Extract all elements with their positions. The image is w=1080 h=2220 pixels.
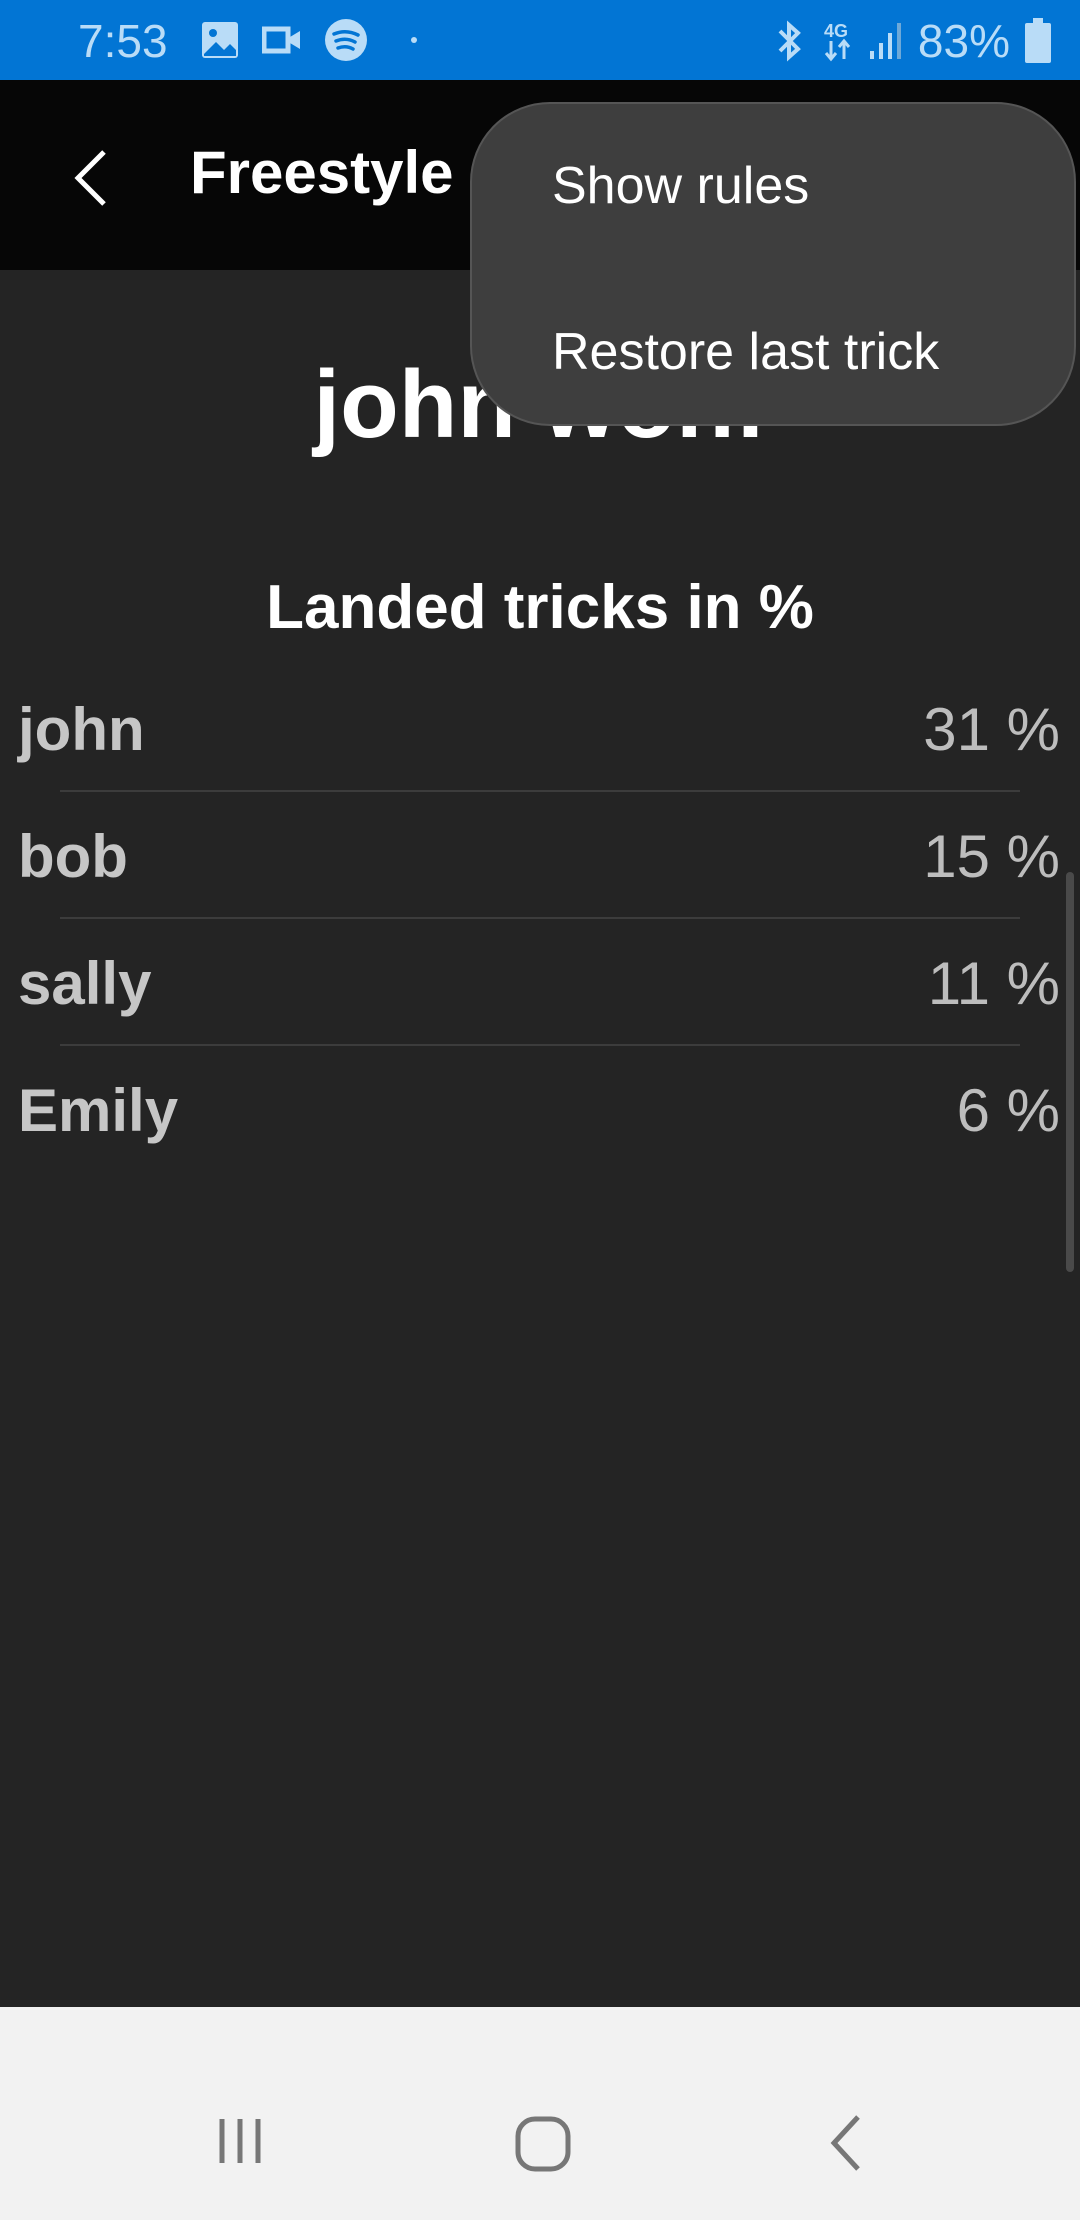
player-name: bob [18,823,128,890]
divider [60,917,1020,919]
list-item: Emily 6 % [0,1046,1080,1173]
player-name: Emily [18,1077,179,1144]
divider [60,790,1020,792]
video-icon [262,26,300,54]
dot-icon [411,37,417,43]
gallery-icon [202,22,238,58]
menu-item-restore-last-trick[interactable]: Restore last trick [552,323,940,381]
stats-subtitle: Landed tricks in % [266,573,814,642]
list-item: sally 11 % [0,919,1080,1046]
status-time: 7:53 [78,15,168,67]
menu-item-show-rules[interactable]: Show rules [552,157,810,215]
player-percent: 6 % [956,1077,1060,1144]
player-name: sally [18,950,152,1017]
list-item: john 31 % [0,665,1080,792]
battery-icon [1025,18,1051,63]
4g-icon: 4G [824,21,851,62]
battery-percent: 83% [917,15,1010,67]
spotify-icon [325,19,367,61]
recents-icon[interactable] [214,2115,266,2167]
player-percent: 15 % [923,823,1060,890]
player-list: john 31 % bob 15 % sally 11 % Emily 6 % [0,665,1080,1173]
bluetooth-icon [778,20,801,62]
back-arrow-icon[interactable] [70,148,110,208]
back-icon[interactable] [826,2113,866,2173]
player-percent: 31 % [923,696,1060,763]
player-name: john [18,696,145,763]
navigation-bar [0,2007,1080,2220]
svg-text:4G: 4G [824,21,848,41]
list-item: bob 15 % [0,792,1080,919]
divider [60,1044,1020,1046]
overflow-menu: Show rules Restore last trick [470,102,1076,426]
player-percent: 11 % [927,950,1060,1017]
scrollbar[interactable] [1066,872,1074,1272]
status-bar: 7:53 4G 83% [0,0,1080,80]
home-icon[interactable] [514,2115,572,2173]
signal-icon [869,23,901,59]
